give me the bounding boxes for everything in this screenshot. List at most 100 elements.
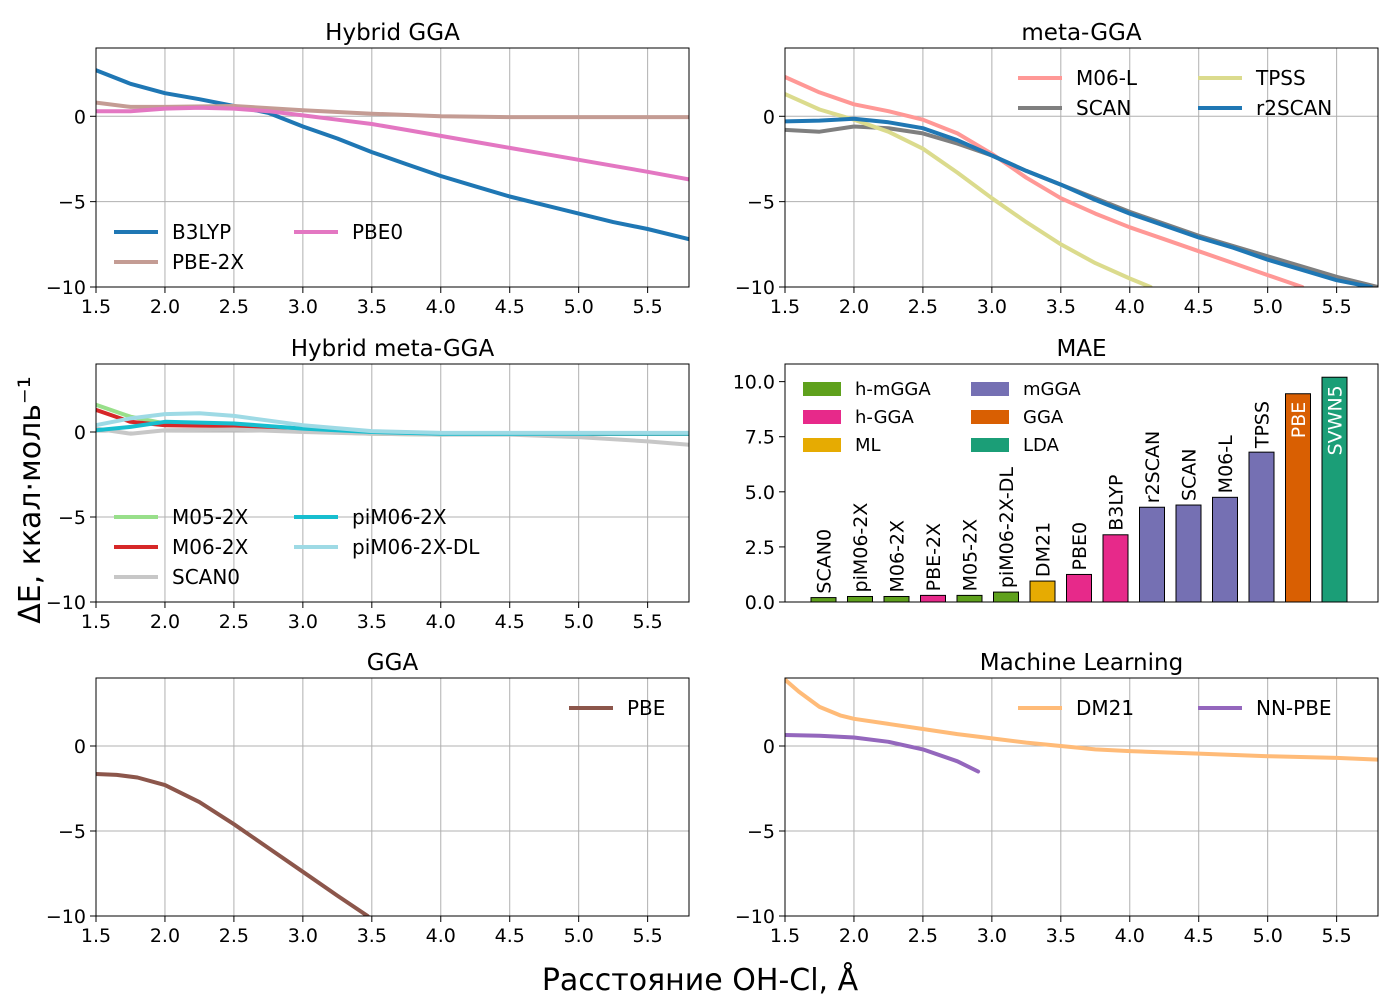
panel-title: Hybrid GGA (325, 20, 460, 46)
x-tick-label: 4.5 (1184, 296, 1214, 318)
x-tick-label: 2.5 (908, 925, 938, 947)
x-tick-label: 2.0 (839, 296, 869, 318)
x-tick-label: 1.5 (81, 925, 111, 947)
panel-title: Machine Learning (980, 650, 1183, 676)
bar-label: r2SCAN (1142, 431, 1164, 503)
x-tick-label: 2.5 (908, 296, 938, 318)
panel-hybrid-meta-gga: Hybrid meta-GGA 1.5 2.0 2.5 3.0 3.5 4.0 4.5 5.0 5… (46, 336, 690, 633)
y-tick-label: 2.5 (745, 537, 775, 559)
bar-label: DM21 (1033, 522, 1055, 577)
panel-title: MAE (1056, 336, 1106, 362)
series-line-pbe0 (96, 105, 689, 182)
panel-title: Hybrid meta-GGA (291, 336, 495, 362)
x-tick-label: 1.5 (770, 925, 800, 947)
x-tick-label: 1.5 (81, 611, 111, 633)
legend-label: piM06-2X (352, 505, 447, 529)
legend-swatch (803, 382, 841, 396)
x-tick-label: 3.0 (977, 925, 1007, 947)
panel-title: GGA (367, 650, 419, 676)
x-tick-label: 3.0 (288, 296, 318, 318)
legend-label: M05-2X (172, 505, 249, 529)
x-tick-label: 4.0 (1115, 925, 1145, 947)
plot-frame (784, 363, 1379, 603)
x-tick-label: 2.0 (150, 296, 180, 318)
y-tick-label: 0 (74, 736, 86, 758)
x-tick-label: 1.5 (770, 296, 800, 318)
bar-scan0 (810, 597, 837, 603)
legend-swatch (971, 438, 1009, 452)
series-line-pbe-2x (96, 100, 689, 120)
legend-label: SCAN (1076, 96, 1131, 120)
y-tick-label: −5 (747, 192, 775, 214)
x-tick-label: 4.0 (426, 611, 456, 633)
panel-hybrid-gga: Hybrid GGA 1.5 2.0 2.5 3.0 3.5 4.0 4.5 5.0 5.5 −10… (46, 20, 690, 318)
series-line-nn-pbe (785, 733, 981, 774)
plot-frame (784, 47, 1379, 288)
x-tick-label: 4.5 (495, 925, 525, 947)
legend-label: NN-PBE (1256, 696, 1332, 720)
panel-meta-gga: meta-GGA 1.5 2.0 2.5 3.0 3.5 4.0 4.5 5.0 5.5 −10 −5… (735, 20, 1379, 318)
y-tick-label: 10.0 (733, 372, 775, 394)
figure-xlabel: Расстояние OH-Cl, Å (542, 962, 859, 998)
bar-pbe (1285, 393, 1311, 603)
bar-r2scan (1139, 506, 1165, 603)
plot-frame (95, 47, 690, 288)
x-tick-label: 4.5 (495, 296, 525, 318)
y-tick-label: 0 (74, 422, 86, 444)
series-line-dm21 (785, 678, 1378, 762)
legend-label: ML (855, 435, 881, 456)
legend-label: M06-2X (172, 535, 249, 559)
bar-svwn5 (1321, 376, 1348, 603)
y-tick-label: −10 (735, 906, 775, 928)
bar-label: PBE (1288, 402, 1310, 439)
panel-machine-learning: Machine Learning 1.5 2.0 2.5 3.0 3.5 4.0 4.5 5.0… (735, 650, 1379, 947)
bar-pbe-2x (920, 594, 946, 603)
plot-frame (784, 677, 1379, 917)
series-line-b3lyp (96, 68, 689, 242)
series-line-pim06-2x-dl (96, 411, 689, 435)
series-line-r2scan (785, 116, 1374, 287)
x-tick-label: 4.5 (495, 611, 525, 633)
legend-label: piM06-2X-DL (352, 535, 480, 559)
x-tick-label: 3.5 (357, 925, 387, 947)
series-line-pbe (96, 772, 370, 916)
y-tick-label: −10 (46, 592, 86, 614)
panel-mae: MAE 0.0 2.5 5.0 7.5 10.0 SCAN0 piM06-2X M06-2X PB… (733, 336, 1379, 614)
plot-frame (95, 363, 690, 603)
bar-tpss (1248, 451, 1275, 603)
x-tick-label: 4.5 (1184, 925, 1214, 947)
legend-label: h-GGA (855, 407, 914, 428)
bar-b3lyp (1102, 534, 1129, 603)
y-tick-label: −5 (58, 821, 86, 843)
x-tick-label: 5.0 (564, 925, 594, 947)
legend-swatch (971, 382, 1009, 396)
legend-label: SCAN0 (172, 565, 240, 589)
x-tick-label: 3.0 (977, 296, 1007, 318)
y-tick-label: −10 (735, 277, 775, 299)
y-tick-label: 0 (74, 106, 86, 128)
x-tick-label: 3.5 (1046, 925, 1076, 947)
y-tick-label: 7.5 (745, 427, 775, 449)
y-tick-label: −10 (46, 906, 86, 928)
bar-label: SCAN0 (814, 529, 836, 594)
legend-swatch (803, 438, 841, 452)
bar-label: piM06-2X (850, 503, 872, 593)
x-tick-label: 2.5 (219, 611, 249, 633)
bar-pbe0 (1066, 573, 1092, 603)
x-tick-label: 2.0 (150, 925, 180, 947)
x-tick-label: 5.0 (564, 296, 594, 318)
x-tick-label: 2.0 (839, 925, 869, 947)
y-tick-label: −5 (58, 192, 86, 214)
bar-label: M05-2X (960, 519, 982, 592)
bar-dm21 (1029, 580, 1056, 603)
x-tick-label: 4.0 (426, 296, 456, 318)
bar-label: piM06-2X-DL (996, 467, 1018, 588)
legend-swatch (971, 410, 1009, 424)
bar-scan (1175, 504, 1202, 603)
bar-label: PBE-2X (923, 523, 945, 591)
legend-label: mGGA (1023, 379, 1081, 400)
series-line-m06-l (785, 75, 1305, 287)
bar-label: TPSS (1252, 401, 1274, 449)
x-tick-label: 1.5 (81, 296, 111, 318)
x-tick-label: 4.0 (426, 925, 456, 947)
